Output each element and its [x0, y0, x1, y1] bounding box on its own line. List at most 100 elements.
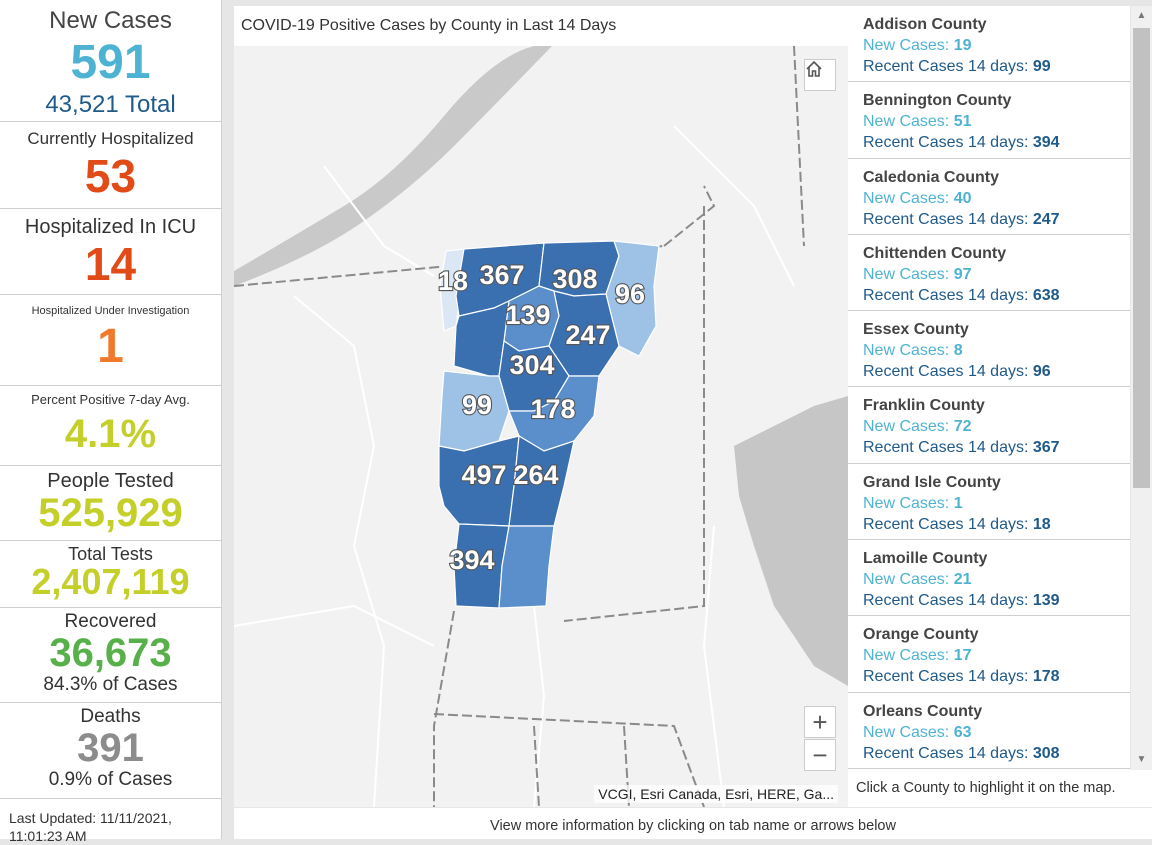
label-franklin: 367: [479, 260, 524, 290]
deaths-label: Deaths: [80, 706, 141, 727]
county-list-item[interactable]: Orange County New Cases: 17 Recent Cases 1…: [848, 616, 1130, 693]
label-washington: 304: [509, 350, 554, 380]
county-recent-cases: Recent Cases 14 days: 178: [863, 666, 1130, 687]
icu-label: Hospitalized In ICU: [24, 216, 197, 238]
recent-cases-prefix: Recent Cases 14 days:: [863, 134, 1033, 152]
new-cases-prefix: New Cases:: [863, 265, 954, 283]
county-essex[interactable]: [605, 240, 660, 357]
label-grand-isle: 18: [438, 266, 468, 296]
map-attribution[interactable]: VCGI, Esri Canada, Esri, HERE, Ga...: [594, 785, 838, 803]
new-cases-count: 72: [953, 418, 972, 436]
county-new-cases: New Cases: 40: [863, 188, 1130, 209]
county-new-cases: New Cases: 1: [863, 493, 1130, 514]
recent-cases-prefix: Recent Cases 14 days:: [863, 592, 1033, 610]
scroll-down-icon[interactable]: ▼: [1136, 754, 1147, 765]
county-name: Caledonia County: [863, 168, 1000, 186]
county-recent-cases: Recent Cases 14 days: 367: [863, 437, 1130, 458]
home-button[interactable]: [804, 59, 836, 91]
icu-value: 14: [84, 238, 137, 290]
county-recent-cases: Recent Cases 14 days: 99: [863, 56, 1130, 77]
deaths-percent: 0.9% of Cases: [48, 769, 173, 790]
new-cases-count: 17: [953, 647, 972, 665]
new-cases-prefix: New Cases:: [863, 113, 954, 131]
recovered-card: Recovered 36,673 84.3% of Cases: [0, 608, 221, 703]
deaths-value: 391: [77, 726, 144, 770]
county-list-item[interactable]: Caledonia County New Cases: 40 Recent Case…: [848, 159, 1130, 235]
new-cases-count: 1: [953, 494, 963, 512]
recent-cases-count: 178: [1032, 668, 1060, 686]
percent-positive-value: 4.1%: [64, 412, 157, 456]
total-cases-value: 43,521 Total: [45, 91, 176, 118]
label-orleans: 308: [552, 264, 597, 294]
county-list-scrollbar[interactable]: ▲ ▼: [1131, 6, 1152, 770]
new-cases-prefix: New Cases:: [863, 342, 954, 360]
recent-cases-prefix: Recent Cases 14 days:: [863, 58, 1033, 75]
county-list-item[interactable]: Orleans County New Cases: 63 Recent Cases …: [848, 693, 1130, 769]
county-list-item[interactable]: Essex County New Cases: 8 Recent Cases 14 …: [848, 311, 1130, 388]
map-title: COVID-19 Positive Cases by County in Las…: [234, 6, 848, 46]
river-shape: [234, 46, 552, 286]
county-new-cases: New Cases: 72: [863, 416, 1130, 437]
vermont-counties: [438, 240, 660, 609]
county-recent-cases: Recent Cases 14 days: 247: [863, 209, 1130, 230]
county-windham[interactable]: [498, 525, 555, 609]
county-list-item[interactable]: Lamoille County New Cases: 21 Recent Cases…: [848, 540, 1130, 617]
county-name: Bennington County: [863, 92, 1012, 110]
new-cases-count: 97: [953, 265, 972, 283]
zoom-in-button[interactable]: +: [804, 706, 836, 738]
scroll-up-icon[interactable]: ▲: [1136, 10, 1147, 21]
hospitalized-label: Currently Hospitalized: [27, 129, 194, 148]
county-list-item[interactable]: Grand Isle County New Cases: 1 Recent Case…: [848, 464, 1130, 541]
new-cases-prefix: New Cases:: [863, 647, 954, 665]
label-windsor: 264: [513, 460, 558, 490]
last-updated-card: Last Updated: 11/11/2021, 11:01:23 AM: [0, 799, 221, 844]
map-panel: COVID-19 Positive Cases by County in Las…: [234, 6, 848, 807]
scroll-thumb[interactable]: [1133, 28, 1150, 488]
county-recent-cases: Recent Cases 14 days: 96: [863, 361, 1130, 382]
county-recent-cases: Recent Cases 14 days: 139: [863, 590, 1130, 611]
label-orange: 178: [530, 394, 575, 424]
recent-cases-prefix: Recent Cases 14 days:: [863, 210, 1033, 228]
recent-cases-count: 247: [1032, 210, 1060, 228]
label-bennington: 394: [449, 545, 494, 575]
new-cases-count: 19: [953, 37, 972, 54]
county-recent-cases: Recent Cases 14 days: 638: [863, 285, 1130, 306]
county-list-item[interactable]: Bennington County New Cases: 51 Recent Cas…: [848, 82, 1130, 159]
county-list[interactable]: Addison County New Cases: 19 Recent Cases …: [848, 6, 1130, 770]
new-cases-card: New Cases 591 43,521 Total: [0, 0, 221, 122]
county-name: Franklin County: [863, 397, 985, 415]
deaths-card: Deaths 391 0.9% of Cases: [0, 703, 221, 799]
investigation-card: Hospitalized Under Investigation 1: [0, 295, 221, 386]
new-cases-label: New Cases: [49, 7, 172, 34]
label-caledonia: 247: [565, 320, 610, 350]
new-cases-value: 591: [70, 36, 151, 89]
county-windsor[interactable]: [508, 434, 575, 527]
label-essex: 96: [615, 279, 645, 309]
map-canvas[interactable]: 18 367 308 96 139 247 304 99 178 497 264…: [234, 46, 848, 807]
county-name: Orleans County: [863, 702, 983, 720]
recent-cases-count: 18: [1032, 515, 1051, 533]
recent-cases-count: 638: [1032, 286, 1060, 304]
county-recent-cases: Recent Cases 14 days: 308: [863, 743, 1130, 764]
new-cases-prefix: New Cases:: [863, 418, 954, 436]
label-lamoille: 139: [505, 300, 550, 330]
county-new-cases: New Cases: 97: [863, 264, 1130, 285]
county-orange[interactable]: [508, 375, 600, 452]
new-cases-count: 21: [953, 571, 972, 589]
county-list-item[interactable]: Addison County New Cases: 19 Recent Cases …: [848, 6, 1130, 83]
county-list-item[interactable]: Franklin County New Cases: 72 Recent Cases…: [848, 387, 1130, 464]
county-list-item[interactable]: Chittenden County New Cases: 97 Recent Cas…: [848, 235, 1130, 312]
map-view[interactable]: 18 367 308 96 139 247 304 99 178 497 264…: [234, 46, 848, 807]
county-new-cases: New Cases: 8: [863, 340, 1130, 361]
county-new-cases: New Cases: 19: [863, 35, 1130, 56]
county-name: Essex County: [863, 321, 969, 339]
label-rutland: 497: [461, 460, 506, 490]
footer-instructions: View more information by clicking on tab…: [234, 808, 1152, 839]
hospitalized-value: 53: [84, 150, 137, 202]
county-new-cases: New Cases: 51: [863, 111, 1130, 132]
zoom-out-button[interactable]: −: [804, 739, 836, 771]
recent-cases-count: 308: [1032, 744, 1060, 762]
new-cases-count: 40: [953, 189, 972, 207]
recent-cases-prefix: Recent Cases 14 days:: [863, 363, 1033, 381]
home-icon: [806, 60, 822, 77]
